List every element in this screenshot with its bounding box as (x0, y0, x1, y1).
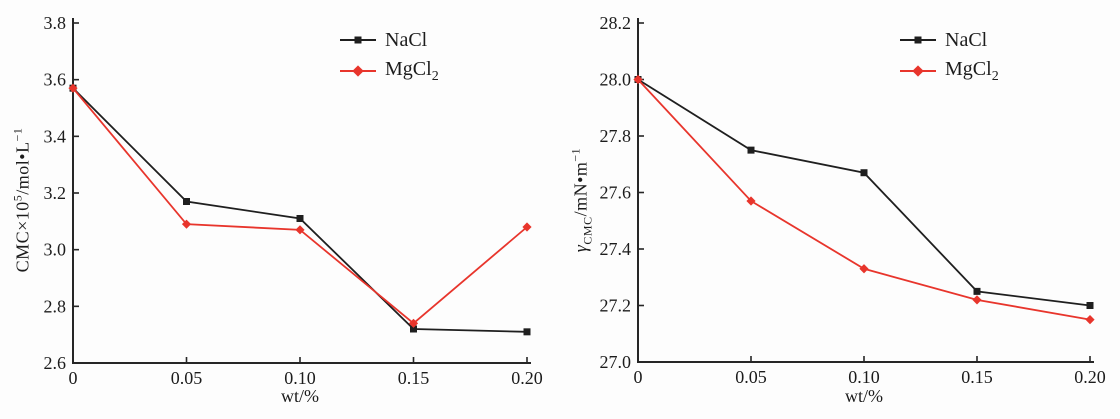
x-axis-label: wt/% (281, 386, 319, 406)
y-tick-label: 3.8 (44, 13, 67, 33)
y-tick-label: 2.8 (44, 296, 67, 316)
legend-line-sample (900, 65, 936, 77)
legend-marker-diamond-icon (352, 65, 364, 77)
y-tick-label: 27.8 (600, 126, 632, 146)
legend-marker-square-icon (914, 36, 922, 44)
y-tick-label: 3.4 (44, 126, 67, 146)
data-point-marker (410, 325, 417, 333)
x-axis-label: wt/% (845, 386, 883, 406)
data-point-marker (295, 225, 305, 235)
x-tick-label: 0.05 (171, 368, 203, 388)
right-chart-panel: 27.0 27.2 27.4 27.6 27.8 28.0 28.2 0 0.05 0.10 0.1… (560, 0, 1120, 419)
data-point-marker (859, 264, 869, 274)
y-tick-label: 28.0 (600, 70, 632, 90)
x-tick-label: 0.05 (735, 367, 767, 387)
chart-canvas-right: 27.0 27.2 27.4 27.6 27.8 28.0 28.2 0 0.05 0.10 0.1… (600, 13, 1106, 387)
y-tick-label: 27.2 (600, 296, 632, 316)
data-point-marker (972, 295, 982, 305)
y-tick-label: 27.6 (600, 183, 632, 203)
legend: NaCl MgCl2 (900, 28, 999, 83)
chart-canvas-left: 2.6 2.8 3.0 3.2 3.4 3.6 3.8 0 0.05 0.10 0.15 0.20 (44, 13, 543, 388)
data-point-marker (860, 169, 868, 177)
y-tick-label: 2.6 (44, 353, 67, 373)
y-tick-label: 27.0 (600, 352, 632, 372)
data-point-marker (68, 83, 78, 93)
data-point-marker (973, 287, 981, 295)
series-line-mgcl (72, 87, 528, 325)
x-tick-label: 0.20 (1074, 367, 1106, 387)
x-tick-label: 0.15 (961, 367, 993, 387)
x-tick-label: 0.10 (284, 368, 316, 388)
legend-label: MgCl2 (945, 57, 999, 84)
y-axis-label: γCMC/mN•m−1 (568, 147, 595, 253)
left-chart-panel: 2.6 2.8 3.0 3.2 3.4 3.6 3.8 0 0.05 0.10 0.15 0.20 wt… (10, 13, 543, 406)
legend-marker-square-icon (354, 36, 362, 44)
x-tick-label: 0.20 (511, 368, 543, 388)
data-point-marker (183, 198, 190, 205)
legend-line-sample (340, 36, 376, 44)
series-line-mgcl (637, 78, 1091, 321)
legend-line-sample (340, 65, 376, 77)
legend-item-mgcl2: MgCl2 (900, 59, 999, 83)
y-axis-label: CMC×105/mol•L−1 (10, 127, 33, 273)
x-tick-label: 0 (634, 367, 643, 387)
axis-spines (637, 18, 1094, 363)
data-point-marker (633, 74, 643, 85)
data-point-marker (746, 196, 756, 206)
x-tick-label: 0.15 (398, 368, 430, 388)
legend-label: MgCl2 (385, 57, 439, 84)
legend-item-mgcl2: MgCl2 (340, 59, 439, 83)
legend-item-nacl: NaCl (340, 28, 439, 52)
data-point-marker (1086, 302, 1094, 309)
series-line-nacl (72, 87, 528, 333)
legend-label: NaCl (385, 29, 428, 51)
data-point-marker (408, 318, 419, 328)
data-point-marker (523, 328, 531, 336)
legend: NaCl MgCl2 (340, 28, 439, 83)
data-point-marker (1085, 315, 1095, 325)
data-point-marker (522, 222, 532, 232)
y-tick-label: 3.2 (44, 183, 67, 203)
x-tick-label: 0.10 (848, 367, 880, 387)
data-point-marker (747, 146, 755, 154)
data-point-marker (181, 219, 192, 229)
y-tick-label: 3.0 (44, 240, 67, 260)
y-tick-label: 27.4 (600, 239, 632, 259)
x-tick-label: 0 (69, 368, 78, 388)
legend-line-sample (900, 36, 936, 44)
data-point-marker (296, 215, 304, 222)
legend-item-nacl: NaCl (900, 28, 999, 52)
legend-label: NaCl (945, 29, 988, 51)
axis-spines (72, 18, 531, 364)
y-tick-label: 3.6 (44, 70, 67, 90)
y-tick-label: 28.2 (600, 13, 632, 33)
legend-marker-diamond-icon (912, 65, 924, 77)
